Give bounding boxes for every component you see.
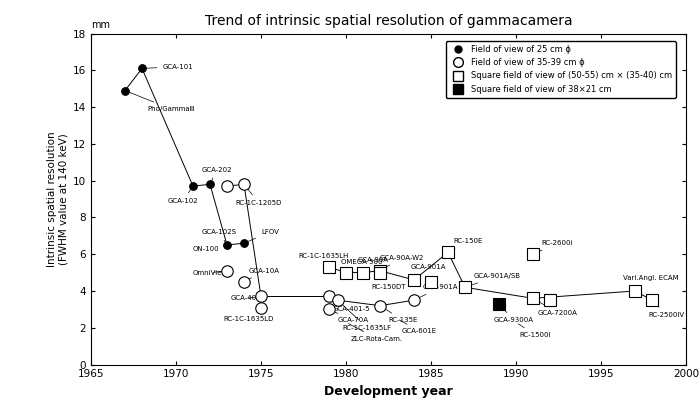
X-axis label: Development year: Development year [324, 385, 453, 398]
Text: Pho/GammaⅢ: Pho/GammaⅢ [127, 92, 195, 112]
Text: RC-2500IV: RC-2500IV [649, 302, 685, 318]
Text: RC-135E: RC-135E [382, 307, 418, 323]
Text: GCA-102: GCA-102 [167, 189, 198, 204]
Y-axis label: Intrinsic spatial resolution
(FWHM value at 140 keV): Intrinsic spatial resolution (FWHM value… [47, 131, 69, 267]
Text: LFOV: LFOV [246, 229, 279, 242]
Text: OmniView: OmniView [193, 269, 228, 276]
Text: RC-1C-1635LF: RC-1C-1635LF [340, 302, 392, 331]
Text: GCA-10A: GCA-10A [246, 268, 280, 280]
Text: OMEGA 500: OMEGA 500 [341, 259, 382, 271]
Text: GCA-901A: GCA-901A [416, 285, 458, 299]
Text: GCA-9300A: GCA-9300A [494, 306, 534, 323]
Text: RC-1C-1205D: RC-1C-1205D [235, 186, 282, 206]
Text: RC-1C-1635LH: RC-1C-1635LH [298, 253, 349, 264]
Text: GCA-401-5: GCA-401-5 [331, 298, 370, 312]
Legend: Field of view of 25 cm ϕ, Field of view of 35-39 cm ϕ, Square field of view of (: Field of view of 25 cm ϕ, Field of view … [446, 41, 676, 98]
Text: GCA-7200A: GCA-7200A [536, 300, 578, 316]
Text: RC-2600i: RC-2600i [536, 240, 573, 253]
Text: GCA-202: GCA-202 [202, 167, 232, 182]
Text: RC-150DT: RC-150DT [372, 275, 406, 290]
Text: mm: mm [91, 20, 110, 30]
Text: ZLC-Rota-Cam.: ZLC-Rota-Cam. [349, 323, 403, 342]
Text: GCA-90A: GCA-90A [358, 257, 389, 270]
Text: RC-150E: RC-150E [450, 238, 482, 251]
Text: GCA-90A-W2: GCA-90A-W2 [380, 255, 424, 269]
Text: GCA-401: GCA-401 [230, 295, 261, 301]
Text: GCA-601E: GCA-601E [400, 320, 438, 334]
Text: GCA-901A/SB: GCA-901A/SB [468, 273, 521, 287]
Text: GCA-102S: GCA-102S [202, 229, 237, 243]
Text: RC-1C-1635LD: RC-1C-1635LD [223, 309, 274, 321]
Text: RC-1500i: RC-1500i [518, 324, 551, 338]
Text: GCA-101: GCA-101 [145, 64, 193, 70]
Text: ON-100: ON-100 [193, 245, 227, 252]
Text: Vari.Angl. ECAM: Vari.Angl. ECAM [623, 275, 679, 289]
Title: Trend of intrinsic spatial resolution of gammacamera: Trend of intrinsic spatial resolution of… [204, 14, 573, 28]
Text: GCA-901A: GCA-901A [411, 264, 446, 278]
Text: GCA-70A: GCA-70A [332, 310, 368, 323]
